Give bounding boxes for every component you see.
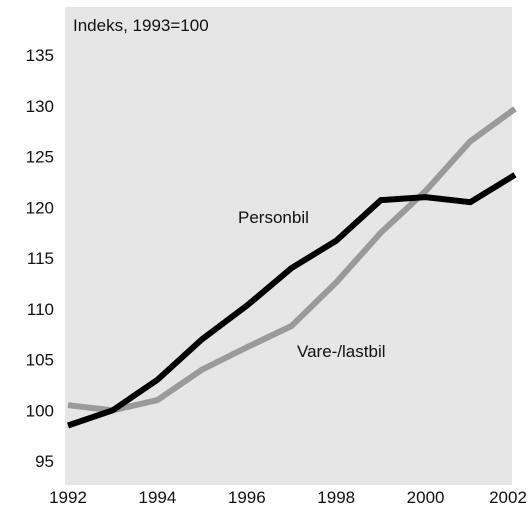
y-tick-label: 135 bbox=[26, 46, 54, 65]
plot-area bbox=[65, 7, 512, 485]
x-tick-label: 1994 bbox=[138, 488, 176, 507]
y-tick-labels: 95 100 105 110 115 120 125 130 135 bbox=[26, 46, 54, 471]
x-tick-label: 1992 bbox=[49, 488, 87, 507]
series-label-vare-lastbil: Vare-/lastbil bbox=[297, 342, 386, 361]
y-tick-label: 125 bbox=[26, 148, 54, 167]
y-tick-label: 95 bbox=[35, 452, 54, 471]
series-lines bbox=[67, 106, 517, 429]
series-line-vare-lastbil bbox=[67, 106, 517, 414]
x-tick-label: 1996 bbox=[228, 488, 266, 507]
y-tick-label: 115 bbox=[27, 249, 54, 268]
y-tick-label: 100 bbox=[26, 401, 54, 420]
y-tick-label: 130 bbox=[26, 97, 54, 116]
series-line-personbil bbox=[67, 172, 517, 429]
x-tick-label: 2000 bbox=[407, 488, 445, 507]
x-tick-label: 2002 bbox=[489, 488, 527, 507]
x-tick-label: 1998 bbox=[317, 488, 355, 507]
y-tick-label: 110 bbox=[27, 300, 54, 319]
series-label-personbil: Personbil bbox=[238, 208, 309, 227]
y-axis-unit-label: Indeks, 1993=100 bbox=[73, 16, 209, 35]
y-tick-label: 120 bbox=[26, 198, 54, 217]
x-tick-labels: 1992 1994 1996 1998 2000 2002 bbox=[49, 488, 527, 507]
y-tick-label: 105 bbox=[26, 351, 54, 370]
